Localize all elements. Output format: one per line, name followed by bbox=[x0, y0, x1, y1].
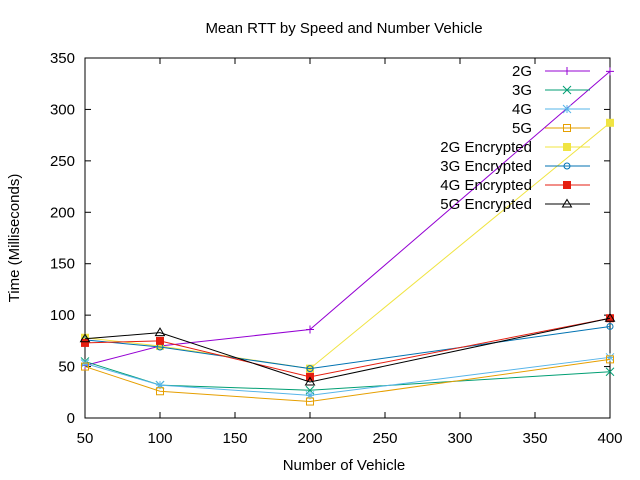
data-point-5g bbox=[606, 355, 614, 364]
legend-marker-4g bbox=[562, 104, 572, 114]
legend-label-2g-encrypted: 2G Encrypted bbox=[440, 139, 532, 156]
data-point-4g-encrypted bbox=[81, 338, 89, 347]
x-tick-label: 400 bbox=[597, 430, 622, 447]
data-point-3g-encrypted bbox=[606, 322, 614, 330]
x-tick-label: 50 bbox=[77, 430, 94, 447]
x-tick-label: 350 bbox=[522, 430, 547, 447]
x-tick-label: 300 bbox=[447, 430, 472, 447]
data-point-3g bbox=[605, 367, 615, 377]
legend-label-3g-encrypted: 3G Encrypted bbox=[440, 158, 532, 175]
series-layer bbox=[79, 67, 616, 406]
data-point-2g bbox=[306, 325, 314, 334]
legend-label-5g: 5G bbox=[512, 120, 532, 137]
legend-entry-3g-encrypted: 3G Encrypted bbox=[440, 158, 590, 175]
legend-marker-2g-encrypted bbox=[563, 143, 571, 151]
data-point-5g-encrypted bbox=[604, 312, 616, 322]
legend-marker-2g bbox=[563, 67, 571, 75]
data-point-5g bbox=[156, 387, 164, 396]
y-axis-label: Time (Milliseconds) bbox=[6, 174, 23, 303]
data-point-3g-encrypted bbox=[306, 365, 314, 373]
y-tick-label: 200 bbox=[50, 204, 75, 221]
data-point-4g bbox=[305, 391, 315, 400]
x-tick-label: 200 bbox=[297, 430, 322, 447]
y-tick-label: 250 bbox=[50, 153, 75, 170]
series-line-3g-encrypted bbox=[84, 325, 611, 370]
x-axis-label: Number of Vehicle bbox=[283, 457, 406, 474]
legend-entry-2g: 2G bbox=[512, 63, 590, 80]
chart-title: Mean RTT by Speed and Number Vehicle bbox=[205, 20, 482, 37]
series-5g bbox=[81, 355, 614, 406]
data-point-2g-encrypted bbox=[606, 118, 614, 127]
y-tick-label: 300 bbox=[50, 101, 75, 118]
axes: 50 100 150 200 250 300 350 40005010015020025030… bbox=[50, 50, 623, 447]
series-line-5g bbox=[84, 358, 611, 403]
y-tick-label: 150 bbox=[50, 256, 75, 273]
legend-entry-4g-encrypted: 4G Encrypted bbox=[440, 177, 590, 194]
plot-frame bbox=[84, 57, 611, 419]
x-tick-label: 100 bbox=[147, 430, 172, 447]
series-line-2g bbox=[84, 70, 611, 367]
data-point-5g bbox=[306, 397, 314, 406]
y-tick-label: 50 bbox=[58, 359, 75, 376]
y-tick-label: 0 bbox=[67, 410, 75, 427]
legend-marker-4g-encrypted bbox=[563, 181, 571, 189]
legend-marker-3g-encrypted bbox=[563, 162, 571, 170]
data-point-5g bbox=[81, 362, 89, 371]
legend: 2G 3G 4G 5G 2G Encrypted 3G Encrypted 4G Encry… bbox=[440, 63, 590, 213]
data-point-5g-encrypted bbox=[79, 333, 91, 343]
legend-label-3g: 3G bbox=[512, 82, 532, 99]
legend-label-4g: 4G bbox=[512, 101, 532, 118]
legend-label-4g-encrypted: 4G Encrypted bbox=[440, 177, 532, 194]
series-line-4g-encrypted bbox=[84, 317, 611, 378]
legend-marker-5g-encrypted bbox=[561, 198, 573, 208]
legend-entry-3g: 3G bbox=[512, 82, 590, 99]
x-tick-label: 250 bbox=[372, 430, 397, 447]
y-tick-label: 100 bbox=[50, 307, 75, 324]
data-point-2g bbox=[606, 67, 614, 76]
legend-label-2g: 2G bbox=[512, 63, 532, 80]
legend-entry-5g-encrypted: 5G Encrypted bbox=[440, 196, 590, 213]
data-point-5g-encrypted bbox=[154, 327, 166, 337]
x-tick-label: 150 bbox=[222, 430, 247, 447]
data-point-4g bbox=[155, 380, 165, 390]
series-5g-encrypted bbox=[79, 312, 616, 386]
legend-marker-3g bbox=[562, 85, 572, 95]
legend-entry-5g: 5G bbox=[512, 120, 590, 137]
series-line-5g-encrypted bbox=[84, 317, 611, 383]
legend-entry-2g-encrypted: 2G Encrypted bbox=[440, 139, 590, 156]
data-point-5g-encrypted bbox=[304, 376, 316, 386]
data-point-4g bbox=[605, 352, 615, 362]
y-tick-label: 350 bbox=[50, 50, 75, 67]
series-line-4g bbox=[84, 356, 611, 396]
legend-marker-5g bbox=[563, 124, 571, 132]
legend-label-5g-encrypted: 5G Encrypted bbox=[440, 196, 532, 213]
legend-entry-4g: 4G bbox=[512, 101, 590, 118]
series-line-3g bbox=[84, 360, 611, 391]
data-point-4g-encrypted bbox=[156, 336, 164, 345]
series-2g bbox=[81, 67, 614, 370]
